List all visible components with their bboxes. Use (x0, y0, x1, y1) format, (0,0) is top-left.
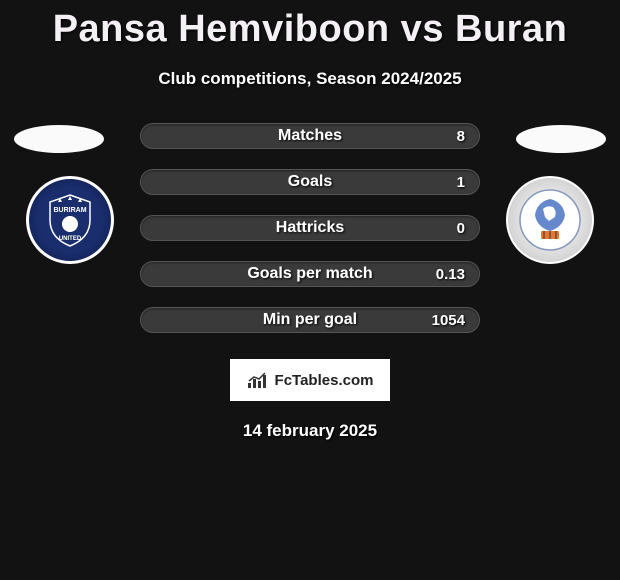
stat-label: Matches (278, 127, 342, 145)
chart-icon (247, 371, 269, 389)
svg-text:BURIRAM: BURIRAM (53, 207, 86, 214)
player-avatar-left (14, 125, 104, 153)
stat-row: Hattricks 0 (140, 215, 480, 241)
page-title: Pansa Hemviboon vs Buran (0, 0, 620, 51)
stat-right-value: 1054 (432, 312, 465, 329)
stat-row: Matches 8 (140, 123, 480, 149)
stat-right-value: 8 (435, 128, 465, 145)
stat-label: Min per goal (263, 311, 357, 329)
stat-right-value: 1 (435, 174, 465, 191)
stat-label: Goals (288, 173, 332, 191)
shield-icon: BURIRAM UNITED (40, 190, 100, 250)
club-logo-right (506, 176, 594, 264)
stat-label: Goals per match (247, 265, 372, 283)
stat-right-value: 0 (435, 220, 465, 237)
svg-text:UNITED: UNITED (59, 236, 82, 242)
subtitle: Club competitions, Season 2024/2025 (0, 69, 620, 89)
stat-right-value: 0.13 (435, 266, 465, 283)
brand-label: FcTables.com (275, 372, 374, 389)
stat-row: Goals 1 (140, 169, 480, 195)
stat-row: Goals per match 0.13 (140, 261, 480, 287)
brand-box[interactable]: FcTables.com (230, 359, 390, 401)
player-avatar-right (516, 125, 606, 153)
stat-row: Min per goal 1054 (140, 307, 480, 333)
horse-shield-icon (517, 187, 583, 253)
club-logo-left: BURIRAM UNITED (26, 176, 114, 264)
stat-label: Hattricks (276, 219, 344, 237)
date-label: 14 february 2025 (0, 421, 620, 441)
